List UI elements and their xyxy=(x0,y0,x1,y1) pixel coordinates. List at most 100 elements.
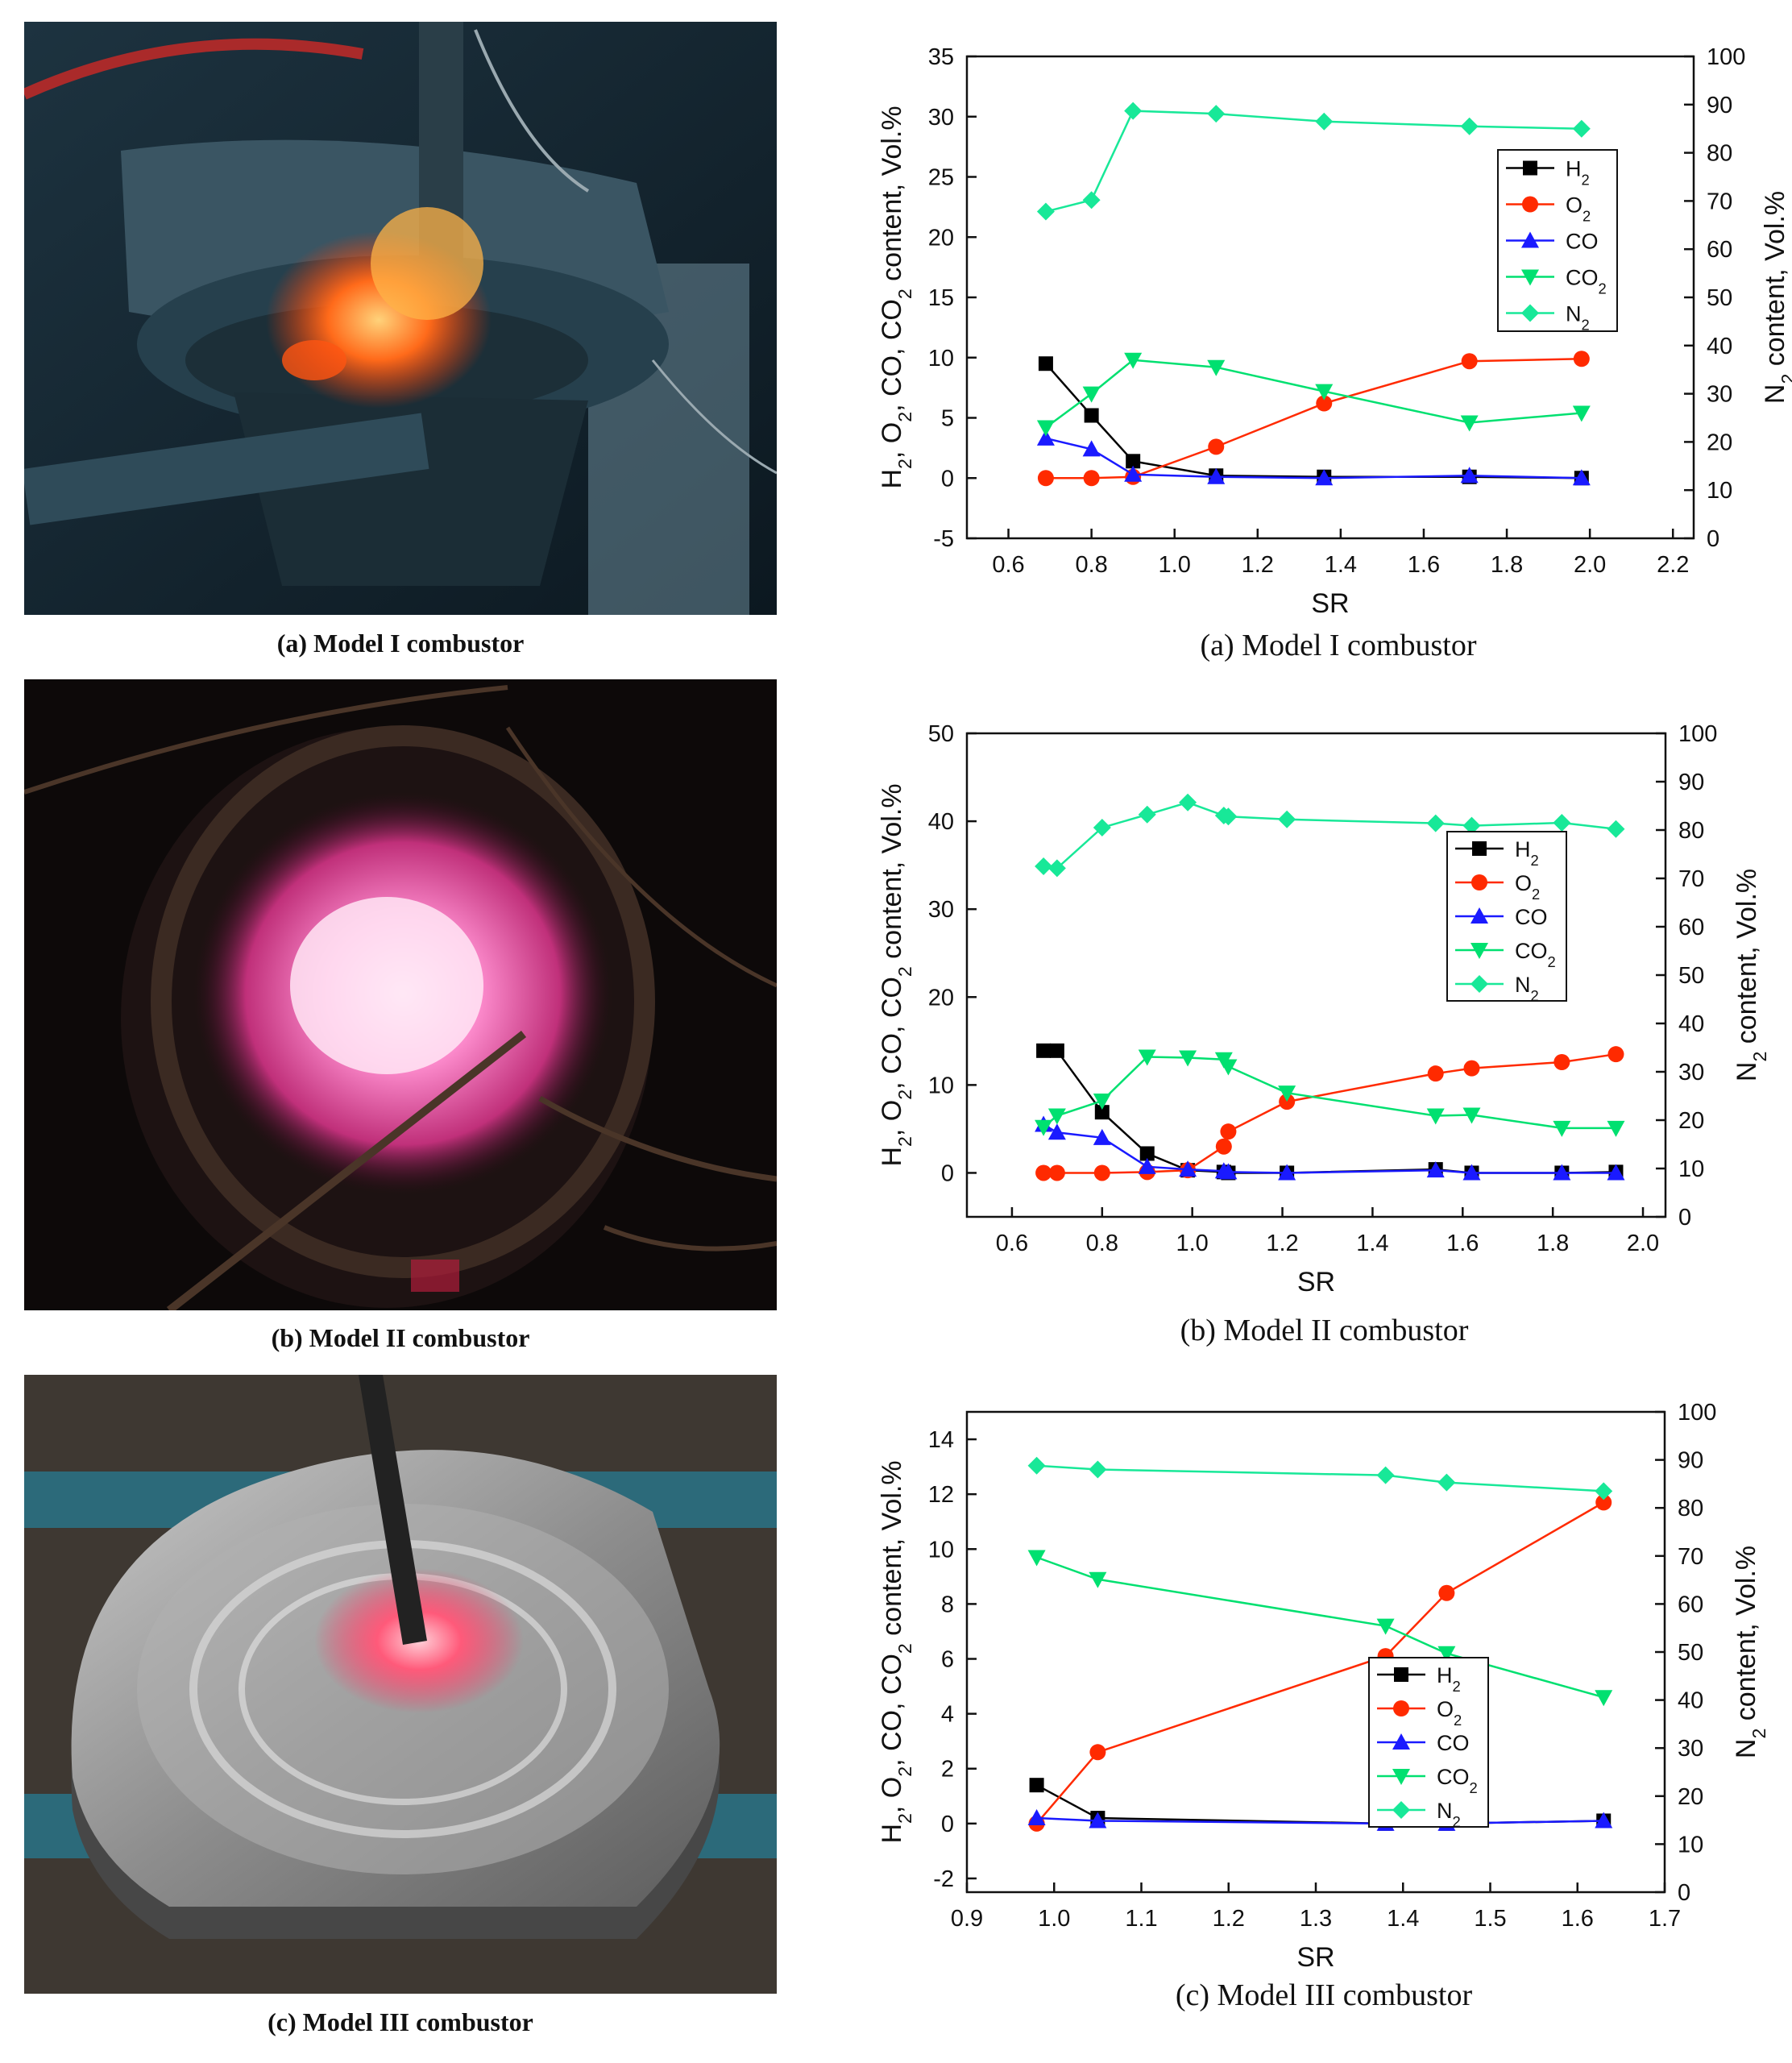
data-point-co2 xyxy=(1553,1120,1571,1137)
data-point-o2 xyxy=(1220,1123,1237,1140)
photo-caption-1: (a) Model I combustor xyxy=(276,629,525,658)
x-axis-label: SR xyxy=(1297,1267,1335,1297)
x-tick-label: 1.6 xyxy=(1446,1231,1479,1256)
y-tick-label: 6 xyxy=(941,1647,954,1673)
data-point-h2 xyxy=(1029,1778,1044,1793)
x-tick-label: 1.4 xyxy=(1387,1906,1419,1932)
y2-tick-label: 70 xyxy=(1707,189,1732,214)
legend-label-co: CO xyxy=(1437,1731,1470,1755)
chart-caption: (a) Model I combustor xyxy=(1201,629,1477,662)
data-point-co xyxy=(1082,440,1101,457)
x-tick-label: 1.7 xyxy=(1649,1906,1681,1932)
data-point-h2 xyxy=(1036,1043,1052,1058)
y-tick-label: 10 xyxy=(928,1537,954,1563)
y2-tick-label: 10 xyxy=(1707,478,1732,504)
data-point-o2 xyxy=(1607,1046,1624,1063)
y2-tick-label: 90 xyxy=(1678,770,1704,795)
legend-label-co: CO xyxy=(1566,230,1599,254)
series-line-co2 xyxy=(1043,1056,1616,1130)
chart-model-3: 0.9 1.0 1.1 1.2 1.3 1.4 1.5 1.6 1.7 -2 0 2 4 6 8 10 12 14… xyxy=(830,1386,1792,2063)
series-line-co2 xyxy=(1045,359,1582,429)
data-point-co2 xyxy=(1426,1108,1445,1125)
y2-tick-label: 40 xyxy=(1707,334,1732,359)
data-point-co xyxy=(1089,1812,1107,1828)
y-tick-label: 10 xyxy=(928,346,954,372)
data-point-n2 xyxy=(1376,1466,1395,1484)
legend-marker-co xyxy=(1392,1733,1410,1750)
y2-tick-label: 90 xyxy=(1707,93,1732,118)
data-point-n2 xyxy=(1179,793,1197,812)
y2-tick-label: 90 xyxy=(1678,1448,1703,1474)
y2-tick-label: 10 xyxy=(1678,1832,1703,1858)
data-point-co2 xyxy=(1089,1571,1107,1588)
y-tick-label: 30 xyxy=(928,105,954,131)
legend-marker-o2 xyxy=(1522,196,1538,213)
legend-marker-n2 xyxy=(1521,304,1539,322)
x-tick-label: 1.8 xyxy=(1537,1231,1569,1256)
data-point-h2 xyxy=(1038,356,1053,372)
y2-tick-label: 50 xyxy=(1678,1640,1703,1666)
data-point-co2 xyxy=(1376,1618,1395,1635)
y2-tick-label: 40 xyxy=(1678,1688,1703,1714)
x-tick-label: 2.0 xyxy=(1627,1231,1659,1256)
data-point-co2 xyxy=(1036,420,1055,437)
data-point-o2 xyxy=(1093,1164,1110,1181)
data-point-co2 xyxy=(1315,384,1334,401)
y-axis-label: H2, O2, CO, CO2 content, Vol.% xyxy=(877,106,915,488)
x-tick-label: 1.2 xyxy=(1266,1231,1298,1256)
y-tick-label: 10 xyxy=(928,1073,954,1098)
y2-tick-label: 10 xyxy=(1678,1156,1704,1182)
photo-model-3-image xyxy=(24,1375,777,1994)
data-point-o2 xyxy=(1048,1164,1065,1181)
y2-tick-label: 20 xyxy=(1678,1108,1704,1134)
y-tick-label: 20 xyxy=(928,225,954,251)
y-tick-label: 25 xyxy=(928,165,954,191)
data-point-co2 xyxy=(1572,405,1591,422)
legend-label-co2: CO2 xyxy=(1515,939,1556,970)
legend-marker-n2 xyxy=(1392,1801,1410,1819)
data-point-co xyxy=(1595,1812,1613,1828)
chart-svg: 0.6 0.8 1.0 1.2 1.4 1.6 1.8 2.0 2.2 -5 0 5 10 15 20 25 3… xyxy=(877,44,1792,662)
y2-tick-label: 70 xyxy=(1678,866,1704,892)
data-point-co2 xyxy=(1124,352,1143,369)
y2-tick-label: 20 xyxy=(1707,430,1732,455)
data-point-co2 xyxy=(1437,1646,1456,1662)
data-point-n2 xyxy=(1460,117,1479,135)
y2-tick-label: 80 xyxy=(1678,818,1704,844)
y-tick-label: 4 xyxy=(941,1702,954,1728)
y-tick-label: 8 xyxy=(941,1592,954,1617)
y2-tick-label: 0 xyxy=(1678,1205,1691,1231)
x-tick-label: 1.8 xyxy=(1491,552,1523,578)
legend-label-n2: N2 xyxy=(1566,302,1590,334)
y2-tick-label: 60 xyxy=(1707,237,1732,263)
legend-label-n2: N2 xyxy=(1437,1799,1461,1830)
y2-axis-label: N2 content, Vol.% xyxy=(1760,191,1792,404)
x-tick-label: 1.6 xyxy=(1408,552,1440,578)
chart-svg: 0.9 1.0 1.1 1.2 1.3 1.4 1.5 1.6 1.7 -2 0 2 4 6 8 10 12 14… xyxy=(877,1400,1769,2012)
photo-caption-3: (c) Model III combustor xyxy=(268,2007,533,2036)
x-tick-label: 1.0 xyxy=(1159,552,1191,578)
legend-marker-o2 xyxy=(1471,874,1487,890)
legend-marker-co2 xyxy=(1392,1769,1410,1785)
legend-label-o2: O2 xyxy=(1437,1697,1462,1729)
data-point-co xyxy=(1460,467,1479,484)
data-point-co2 xyxy=(1462,1107,1481,1124)
y-tick-label: 30 xyxy=(928,897,954,923)
x-tick-label: 1.6 xyxy=(1562,1906,1594,1932)
data-point-co xyxy=(1278,1164,1296,1181)
data-point-n2 xyxy=(1207,105,1226,123)
legend: H2 O2 CO CO2 N2 xyxy=(1497,149,1618,334)
chart-svg: 0.6 0.8 1.0 1.2 1.4 1.6 1.8 2.0 0 10 20 30 40 50 0 10 20… xyxy=(877,721,1770,1347)
legend-marker-co2 xyxy=(1521,269,1539,286)
data-point-co xyxy=(1179,1160,1197,1177)
y2-tick-label: 0 xyxy=(1678,1880,1690,1906)
data-point-n2 xyxy=(1462,816,1481,835)
y-tick-label: 14 xyxy=(928,1427,954,1453)
x-tick-label: 1.5 xyxy=(1474,1906,1506,1932)
data-point-co xyxy=(1124,465,1143,482)
y-tick-label: 15 xyxy=(928,285,954,311)
data-point-o2 xyxy=(1037,470,1054,487)
data-point-co xyxy=(1093,1128,1111,1145)
data-point-n2 xyxy=(1138,805,1156,824)
x-tick-label: 1.2 xyxy=(1242,552,1274,578)
